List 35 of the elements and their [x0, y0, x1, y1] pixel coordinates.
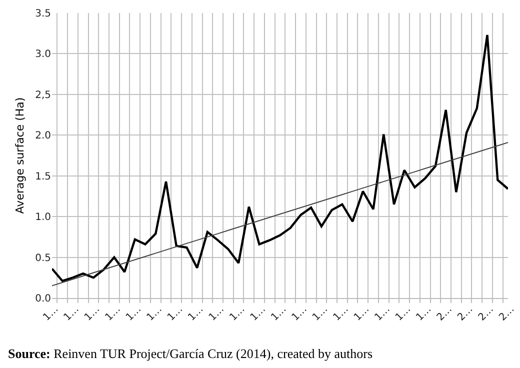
x-tick-label: 1… [331, 304, 351, 324]
y-tick-label: 1.0 [35, 212, 51, 224]
x-tick-label: 1… [124, 304, 144, 324]
x-tick-label: 2… [456, 304, 476, 324]
x-tick-label: 1… [394, 304, 414, 324]
x-tick-label: 1… [228, 304, 248, 324]
x-tick-label: 1… [352, 304, 372, 324]
x-tick-label: 2… [476, 304, 496, 324]
line-series [52, 142, 508, 286]
x-tick-label: 1… [207, 304, 226, 324]
x-tick-label: 1… [269, 304, 289, 324]
y-tick-label: 2.0 [35, 130, 51, 142]
y-tick-label: 1.5 [35, 171, 51, 182]
y-tick-label: 3.5 [35, 8, 51, 20]
x-tick-label: 1… [248, 304, 268, 324]
y-axis-title: Average surface (Ha) [14, 97, 27, 214]
x-tick-label: 1… [103, 304, 123, 324]
x-tick-label: 1… [290, 304, 310, 324]
y-tick-label: 2,5 [35, 90, 51, 101]
x-tick-label: 1… [82, 304, 102, 324]
x-tick-label: 1… [310, 304, 330, 324]
x-tick-label: 1… [166, 304, 186, 324]
x-tick-label: 1… [186, 304, 206, 324]
x-tick-label: 1… [41, 304, 61, 324]
x-tick-label: 1… [144, 304, 164, 324]
y-tick-label: 0.5 [35, 252, 51, 264]
source-note: Source: Reinven TUR Project/García Cruz (2014), created by authors [8, 346, 373, 361]
x-tick-label: 1… [372, 304, 392, 324]
y-tick-label: 3.0 [35, 49, 51, 60]
x-tick-label: 1… [414, 304, 434, 324]
line-series [52, 34, 508, 282]
x-tick-label: 1… [62, 304, 82, 324]
y-tick-label: 0.0 [35, 294, 51, 304]
x-tick-label: 2… [435, 304, 454, 324]
x-tick-label: 2… [497, 304, 517, 324]
